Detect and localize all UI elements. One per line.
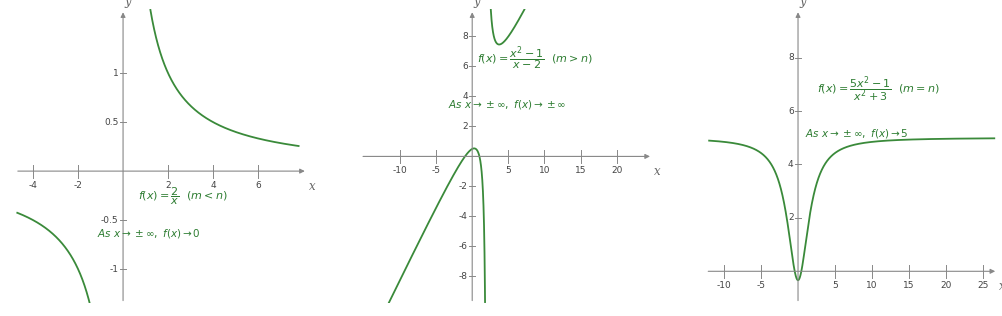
- Text: $As\ x \to \pm\infty,\ f(x) \to 0$: $As\ x \to \pm\infty,\ f(x) \to 0$: [97, 227, 200, 240]
- Text: -10: -10: [715, 281, 730, 290]
- Text: -10: -10: [392, 166, 407, 175]
- Text: $As\ x \to \pm\infty,\ f(x) \to \pm\infty$: $As\ x \to \pm\infty,\ f(x) \to \pm\inft…: [448, 98, 566, 111]
- Text: y: y: [473, 0, 480, 8]
- Text: 20: 20: [940, 281, 951, 290]
- Text: 4: 4: [788, 160, 793, 169]
- Text: 5: 5: [505, 166, 511, 175]
- Text: 8: 8: [788, 53, 793, 62]
- Text: -5: -5: [756, 281, 765, 290]
- Text: 15: 15: [574, 166, 586, 175]
- Text: 2: 2: [462, 122, 467, 131]
- Text: -1: -1: [109, 264, 118, 274]
- Text: 2: 2: [788, 213, 793, 222]
- Text: 20: 20: [610, 166, 621, 175]
- Text: -0.5: -0.5: [101, 216, 118, 225]
- Text: y: y: [799, 0, 806, 8]
- Text: $As\ x \to \pm\infty,\ f(x) \to 5$: $As\ x \to \pm\infty,\ f(x) \to 5$: [804, 127, 908, 140]
- Text: 0.5: 0.5: [104, 118, 118, 127]
- Text: -2: -2: [459, 182, 467, 191]
- Text: -4: -4: [459, 212, 467, 221]
- Text: 15: 15: [903, 281, 914, 290]
- Text: 6: 6: [788, 106, 793, 116]
- Text: 2: 2: [165, 181, 170, 190]
- Text: 5: 5: [832, 281, 837, 290]
- Text: x: x: [998, 280, 1002, 293]
- Text: -6: -6: [458, 242, 467, 251]
- Text: x: x: [309, 180, 316, 193]
- Text: $f(x) = \dfrac{2}{x}$  $(m < n)$: $f(x) = \dfrac{2}{x}$ $(m < n)$: [137, 186, 227, 207]
- Text: 4: 4: [210, 181, 215, 190]
- Text: 4: 4: [462, 92, 467, 101]
- Text: 10: 10: [866, 281, 877, 290]
- Text: -8: -8: [458, 272, 467, 281]
- Text: -5: -5: [431, 166, 440, 175]
- Text: 10: 10: [538, 166, 550, 175]
- Text: 6: 6: [255, 181, 261, 190]
- Text: $f(x) = \dfrac{5x^2-1}{x^2+3}$  $(m = n)$: $f(x) = \dfrac{5x^2-1}{x^2+3}$ $(m = n)$: [816, 74, 939, 104]
- Text: 6: 6: [462, 62, 467, 71]
- Text: 8: 8: [462, 32, 467, 41]
- Text: -4: -4: [29, 181, 37, 190]
- Text: -2: -2: [73, 181, 82, 190]
- Text: y: y: [124, 0, 131, 8]
- Text: 1: 1: [113, 69, 118, 78]
- Text: x: x: [653, 165, 660, 178]
- Text: 25: 25: [977, 281, 988, 290]
- Text: $f(x) = \dfrac{x^2-1}{x-2}$  $(m > n)$: $f(x) = \dfrac{x^2-1}{x-2}$ $(m > n)$: [477, 45, 592, 73]
